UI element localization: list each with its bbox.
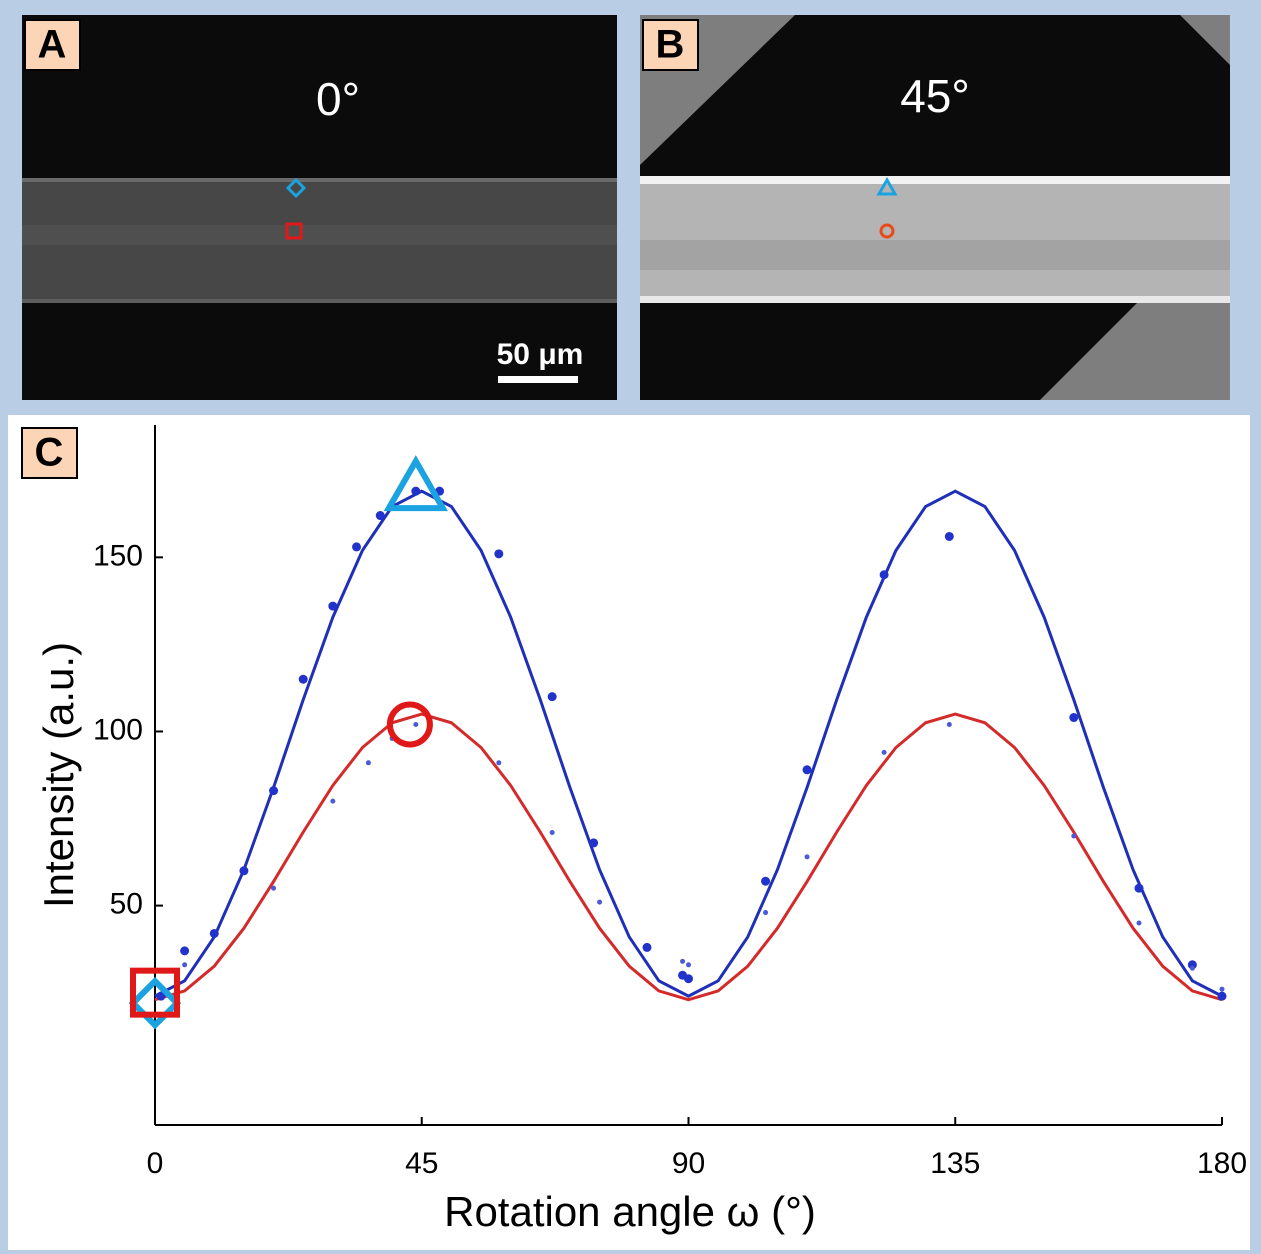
data-point	[1071, 833, 1077, 839]
fiber-edge	[640, 176, 1230, 184]
y-tick-label: 50	[110, 888, 143, 921]
fiber-edge	[22, 299, 617, 303]
fiber-edge	[640, 296, 1230, 303]
square-marker	[285, 222, 303, 240]
data-point	[684, 974, 693, 984]
x-tick-label: 90	[672, 1147, 705, 1180]
data-point	[881, 749, 887, 755]
data-point	[330, 798, 336, 804]
data-point	[328, 601, 338, 611]
fiber-streak	[640, 240, 1230, 270]
corner	[1180, 15, 1230, 65]
data-point	[597, 899, 603, 905]
data-point	[375, 511, 385, 521]
data-point	[269, 786, 279, 796]
panel-letter: B	[656, 23, 685, 67]
scale-bar-label: 50 μm	[497, 338, 584, 371]
y-tick-label: 150	[93, 539, 143, 572]
highlight-triangle	[383, 455, 449, 512]
data-point	[1069, 713, 1079, 723]
data-point	[496, 760, 502, 766]
data-point	[365, 760, 371, 766]
scale-bar	[498, 376, 578, 383]
angle-label: 0°	[316, 73, 360, 125]
highlight-square	[130, 967, 180, 1018]
highlight-circle	[386, 701, 433, 748]
data-point	[298, 674, 308, 684]
data-point	[209, 928, 219, 938]
data-point	[1136, 920, 1142, 926]
fit-curve	[154, 489, 1223, 998]
x-tick-label: 135	[930, 1147, 980, 1180]
y-tick-label: 100	[93, 713, 143, 746]
data-point	[411, 486, 421, 496]
data-point	[1134, 883, 1144, 893]
panel-letter-box	[24, 19, 81, 71]
x-axis-label: Rotation angle ω (°)	[444, 1188, 816, 1235]
highlight-diamond	[128, 976, 182, 1030]
data-point	[761, 876, 771, 886]
x-tick-label: 0	[147, 1147, 164, 1180]
data-point	[804, 854, 810, 860]
data-point	[680, 958, 686, 964]
data-point	[642, 942, 652, 952]
data-point	[549, 829, 555, 835]
panel-letter-box	[21, 427, 78, 479]
plot-background	[8, 415, 1250, 1250]
panel-letter: C	[35, 431, 64, 475]
data-point	[271, 885, 277, 891]
circle-marker	[879, 223, 895, 239]
data-point	[1219, 986, 1225, 992]
panel-a: A 0° 50 μm	[22, 15, 617, 400]
x-tick-label: 180	[1197, 1147, 1247, 1180]
fiber-streak	[22, 225, 617, 245]
y-axis-label: Intensity (a.u.)	[35, 642, 82, 908]
data-point	[180, 946, 190, 956]
data-point	[182, 962, 188, 968]
data-point	[156, 991, 166, 1001]
data-point	[1189, 965, 1195, 971]
data-point	[1187, 960, 1197, 970]
panel-c: C Rotation angle ω (°) Intensity (a.u.) …	[8, 415, 1250, 1250]
data-point	[944, 531, 954, 541]
panel-b: B 45°	[640, 15, 1230, 400]
data-point	[1217, 991, 1227, 1001]
data-point	[946, 722, 952, 728]
data-point	[413, 722, 419, 728]
data-point	[879, 570, 889, 580]
data-point	[239, 866, 249, 876]
fiber-edge	[22, 178, 617, 182]
diamond-marker	[285, 177, 307, 199]
panel-letter: A	[38, 23, 67, 67]
data-point	[352, 542, 362, 552]
data-point	[494, 549, 504, 559]
data-point	[763, 910, 769, 916]
data-point	[686, 962, 691, 968]
fit-curve	[154, 712, 1223, 1002]
data-point	[802, 765, 812, 775]
fiber	[640, 176, 1230, 303]
data-point	[547, 692, 557, 702]
data-point	[589, 838, 599, 848]
triangle-marker	[876, 176, 898, 196]
angle-label: 45°	[900, 70, 970, 122]
x-tick-label: 45	[405, 1147, 438, 1180]
panel-letter-box	[642, 19, 699, 71]
